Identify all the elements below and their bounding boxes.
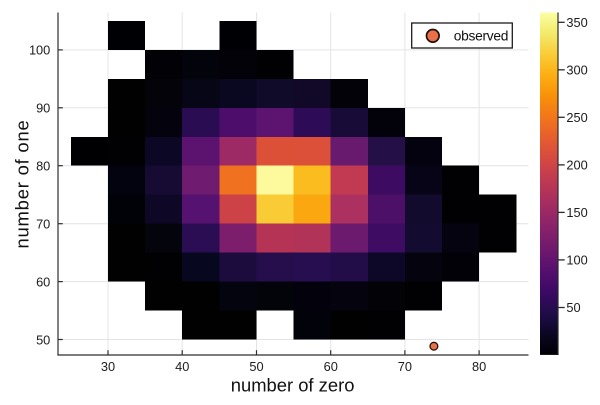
svg-text:number of zero: number of zero [231,374,355,395]
svg-text:80: 80 [36,159,50,174]
svg-text:80: 80 [472,359,486,374]
svg-text:number of one: number of one [12,120,33,249]
svg-text:150: 150 [566,205,587,220]
svg-text:350: 350 [566,15,587,30]
svg-text:observed: observed [454,29,508,44]
svg-text:30: 30 [101,359,115,374]
svg-text:50: 50 [249,359,263,374]
svg-text:50: 50 [36,332,50,347]
svg-text:60: 60 [324,359,338,374]
svg-text:100: 100 [566,253,587,268]
svg-text:250: 250 [566,110,587,125]
svg-text:60: 60 [36,274,50,289]
svg-text:70: 70 [398,359,412,374]
svg-text:100: 100 [29,43,50,58]
svg-text:90: 90 [36,101,50,116]
svg-text:200: 200 [566,158,587,173]
svg-text:70: 70 [36,217,50,232]
svg-text:50: 50 [566,300,580,315]
svg-text:300: 300 [566,63,587,78]
svg-text:40: 40 [175,359,189,374]
